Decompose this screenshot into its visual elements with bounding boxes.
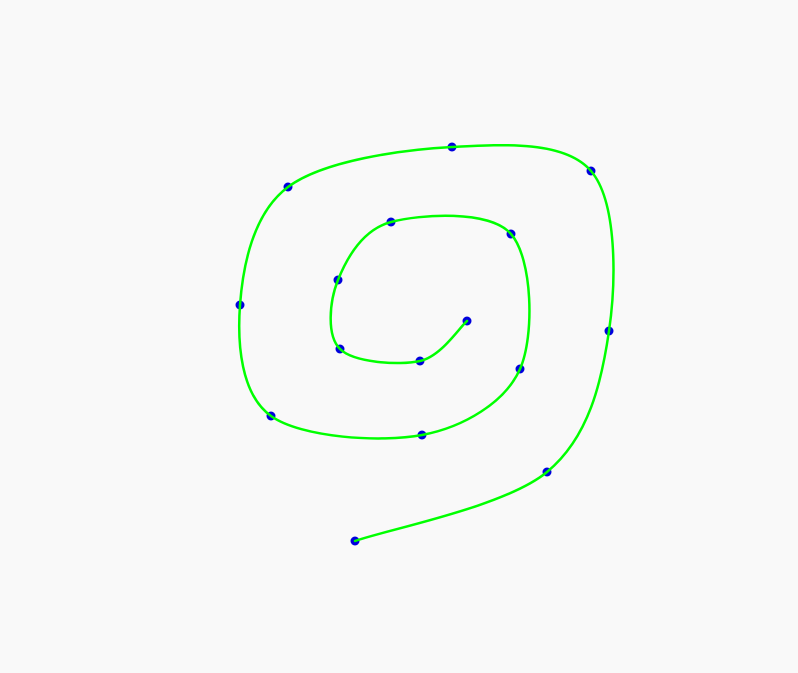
spiral-curve [237, 143, 615, 543]
